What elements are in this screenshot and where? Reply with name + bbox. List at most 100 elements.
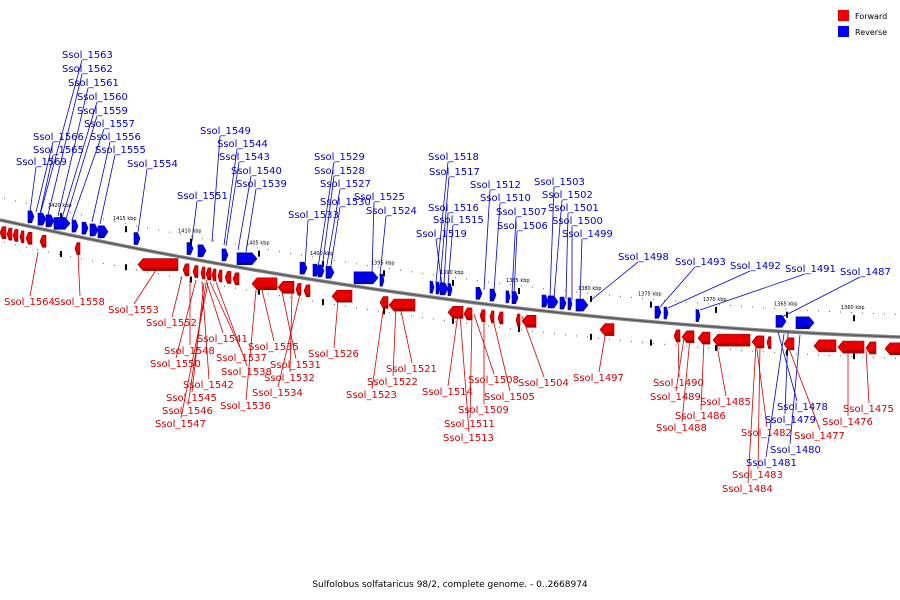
reverse-gene-label: Ssol_1544 xyxy=(217,139,268,150)
gene-shadow xyxy=(237,261,252,265)
guide-dot-lower xyxy=(70,256,71,258)
guide-dot-lower xyxy=(444,319,445,321)
gene-shadow xyxy=(476,296,480,300)
reverse-gene-label: Ssol_1516 xyxy=(428,203,479,214)
reverse-leader-line xyxy=(245,188,257,253)
reverse-gene-label: Ssol_1539 xyxy=(236,179,287,190)
guide-dot-upper xyxy=(774,307,775,309)
guide-dot-lower xyxy=(433,318,434,320)
gene-shadow xyxy=(500,320,503,324)
forward-gene-label: Ssol_1514 xyxy=(422,387,473,398)
forward-gene-label: Ssol_1484 xyxy=(722,484,773,495)
reverse-gene-label: Ssol_1555 xyxy=(95,145,146,156)
gene-shadow xyxy=(527,324,536,328)
guide-dot-upper xyxy=(686,301,687,303)
gene-shadow xyxy=(198,253,203,257)
reverse-leader-line xyxy=(211,135,221,243)
tick-mark-lower xyxy=(190,276,192,283)
guide-dot-lower xyxy=(411,315,412,317)
gene-shadow xyxy=(776,324,782,328)
reverse-leader-line xyxy=(325,188,341,271)
guide-dot-lower xyxy=(455,321,456,323)
legend-label-forward: Forward xyxy=(855,12,887,21)
guide-dot-upper xyxy=(279,251,280,253)
guide-dot-upper xyxy=(345,261,346,263)
reverse-gene-label: Ssol_1480 xyxy=(770,445,821,456)
forward-leader-line xyxy=(281,291,297,360)
forward-leader-line xyxy=(215,281,248,367)
guide-dot-lower xyxy=(246,289,247,291)
reverse-gene-label: Ssol_1506 xyxy=(497,221,548,232)
forward-gene-label: Ssol_1489 xyxy=(650,392,701,403)
reverse-leader-line xyxy=(789,334,801,445)
guide-dot-lower xyxy=(114,265,115,267)
forward-gene-label: Ssol_1550 xyxy=(150,359,201,370)
guide-dot-lower xyxy=(708,347,709,349)
guide-dot-lower xyxy=(829,355,830,357)
gene-shadow xyxy=(890,351,900,355)
gene-shadow xyxy=(257,286,277,290)
reverse-leader-line xyxy=(91,141,111,223)
tick-label: 1415 kbp xyxy=(113,216,137,222)
reverse-leader-line xyxy=(39,59,83,216)
forward-leader-line xyxy=(187,282,207,406)
guide-dot-lower xyxy=(81,258,82,260)
guide-dot-upper xyxy=(510,284,511,286)
reverse-leader-line xyxy=(549,186,555,298)
reverse-gene-label: Ssol_1503 xyxy=(534,177,585,188)
tick-dots xyxy=(4,197,896,359)
guide-dot-upper xyxy=(180,233,181,235)
gene-shadow xyxy=(54,226,65,230)
tick-label: 1390 kbp xyxy=(440,270,464,276)
guide-dot-lower xyxy=(235,287,236,289)
gene-shadow xyxy=(300,271,305,275)
tick-mark-lower xyxy=(452,317,454,324)
genes xyxy=(0,210,900,356)
guide-dot-upper xyxy=(499,282,500,284)
genome-caption: Sulfolobus solfataricus 98/2, complete g… xyxy=(312,580,588,590)
forward-leader-line xyxy=(747,343,757,484)
guide-dot-lower xyxy=(59,253,60,255)
reverse-gene-label: Ssol_1493 xyxy=(675,257,726,268)
forward-leader-line xyxy=(171,275,183,318)
forward-gene-label: Ssol_1521 xyxy=(386,364,437,375)
reverse-leader-line xyxy=(565,212,569,300)
reverse-gene-label: Ssol_1502 xyxy=(542,190,593,201)
guide-dot-upper xyxy=(884,313,885,315)
reverse-gene-label: Ssol_1492 xyxy=(730,261,781,272)
forward-leader-line xyxy=(675,337,685,392)
guide-dot-lower xyxy=(686,345,687,347)
forward-gene-label: Ssol_1511 xyxy=(444,419,495,430)
reverse-leader-line xyxy=(667,270,751,309)
reverse-gene-label: Ssol_1499 xyxy=(562,229,613,240)
forward-leader-line xyxy=(371,303,385,390)
guide-dot-lower xyxy=(752,350,753,352)
guide-dot-upper xyxy=(818,310,819,312)
reverse-gene-label: Ssol_1507 xyxy=(496,207,547,218)
tick-mark-lower xyxy=(125,264,127,271)
forward-leader-line xyxy=(598,329,607,373)
guide-dot-lower xyxy=(400,313,401,315)
guide-dot-upper xyxy=(477,280,478,282)
guide-dot-lower xyxy=(807,353,808,355)
guide-dot-upper xyxy=(15,200,16,202)
reverse-gene-label: Ssol_1563 xyxy=(62,50,113,61)
guide-dot-lower xyxy=(697,346,698,348)
tick-label: 1405 kbp xyxy=(246,241,270,247)
gene-shadow xyxy=(512,300,516,304)
guide-dot-lower xyxy=(345,305,346,307)
gene-shadow xyxy=(490,298,494,302)
forward-gene-label: Ssol_1537 xyxy=(216,353,267,364)
gene-shadow xyxy=(298,292,301,296)
reverse-leader-line xyxy=(61,101,98,219)
reverse-leader-line xyxy=(223,148,238,246)
guide-dot-upper xyxy=(521,285,522,287)
guide-dot-upper xyxy=(576,291,577,293)
guide-dot-upper xyxy=(70,212,71,214)
reverse-gene-label: Ssol_1540 xyxy=(231,166,282,177)
genome-backbone-core xyxy=(0,219,900,338)
guide-dot-upper xyxy=(378,266,379,268)
forward-gene-label: Ssol_1535 xyxy=(248,342,299,353)
forward-gene-label: Ssol_1558 xyxy=(54,297,105,308)
guide-dot-upper xyxy=(169,231,170,233)
